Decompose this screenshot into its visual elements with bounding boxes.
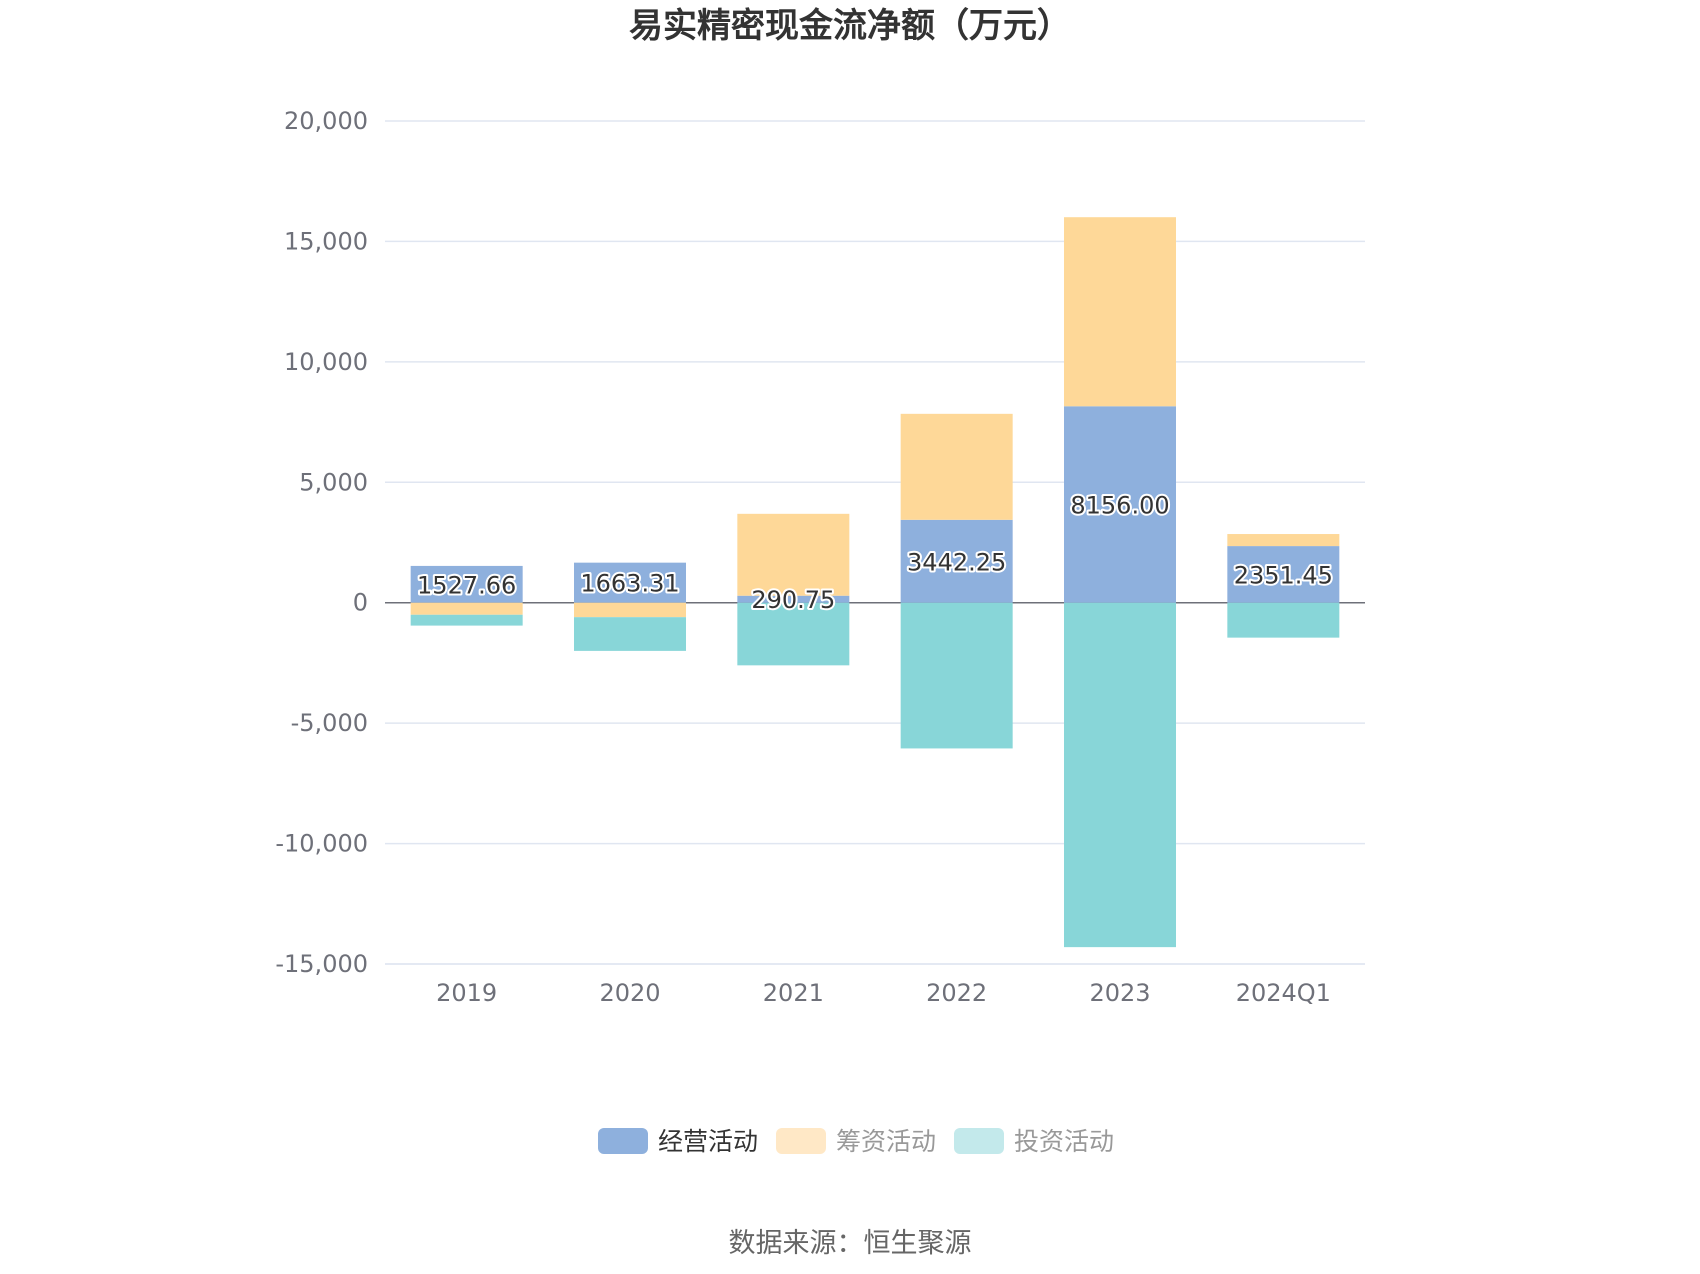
data-label: 290.75 xyxy=(751,586,835,614)
legend-item-投资活动[interactable]: 投资活动 xyxy=(954,1127,1114,1156)
legend-label: 经营活动 xyxy=(658,1127,758,1156)
y-tick-label: -10,000 xyxy=(275,830,368,858)
bar-筹资活动-2024Q1[interactable] xyxy=(1227,534,1340,547)
y-tick-label: 15,000 xyxy=(284,227,368,255)
data-label: 1663.31 xyxy=(580,570,679,598)
bar-经营活动-2019[interactable] xyxy=(410,565,523,603)
data-label: 1527.66 xyxy=(417,571,516,599)
legend[interactable]: 经营活动 筹资活动 投资活动 xyxy=(598,1127,1114,1156)
y-tick-label: 10,000 xyxy=(284,348,368,376)
bar-筹资活动-2020[interactable] xyxy=(574,602,686,618)
grid-lines: 20,000 15,000 10,000 5,000 0 -5,000 -10,000 -15… xyxy=(275,107,1365,978)
bar-经营活动-2022[interactable] xyxy=(900,519,1013,603)
data-label: 3442.25 xyxy=(907,548,1006,576)
x-axis: 2019 2020 2021 2022 2023 2024Q1 xyxy=(385,963,1365,1007)
bar-筹资活动-2019[interactable] xyxy=(410,602,523,615)
data-label: 8156.00 xyxy=(1070,491,1169,519)
legend-swatch xyxy=(776,1128,826,1154)
bar-筹资活动-2021[interactable] xyxy=(737,513,850,596)
bar-经营活动-2024Q1[interactable] xyxy=(1227,546,1340,603)
bar-筹资活动-2022[interactable] xyxy=(900,413,1013,520)
x-tick-label: 2021 xyxy=(763,979,824,1007)
bar-投资活动-2020[interactable] xyxy=(574,617,686,651)
legend-swatch xyxy=(954,1128,1004,1154)
x-tick-label: 2020 xyxy=(599,979,660,1007)
bar-筹资活动-2023[interactable] xyxy=(1064,217,1176,407)
legend-label: 投资活动 xyxy=(1014,1127,1114,1156)
data-label: 2351.45 xyxy=(1234,561,1333,589)
y-tick-label: 0 xyxy=(353,589,368,617)
x-tick-label: 2024Q1 xyxy=(1236,979,1331,1007)
y-tick-label: 20,000 xyxy=(284,107,368,135)
y-tick-label: 5,000 xyxy=(299,468,368,496)
bar-经营活动-2020[interactable] xyxy=(574,562,686,603)
x-tick-label: 2022 xyxy=(926,979,987,1007)
bar-投资活动-2021[interactable] xyxy=(737,602,850,666)
bar-投资活动-2024Q1[interactable] xyxy=(1227,602,1340,638)
legend-swatch xyxy=(598,1128,648,1154)
y-tick-label: -15,000 xyxy=(275,950,368,978)
legend-label: 筹资活动 xyxy=(836,1127,936,1156)
chart-title: 易实精密现金流净额（万元） xyxy=(629,6,1071,46)
data-source: 数据来源：恒生聚源 xyxy=(729,1228,972,1259)
bars xyxy=(410,217,1340,948)
data-labels: 1527.66 1663.31 290.75 3442.25 8156.00 2351.4… xyxy=(415,489,1335,616)
y-tick-label: -5,000 xyxy=(291,709,368,737)
bar-投资活动-2022[interactable] xyxy=(900,602,1013,749)
legend-item-经营活动[interactable]: 经营活动 xyxy=(598,1127,758,1156)
bar-投资活动-2023[interactable] xyxy=(1064,602,1176,948)
bar-投资活动-2019[interactable] xyxy=(410,614,523,626)
x-tick-label: 2019 xyxy=(436,979,497,1007)
bar-经营活动-2023[interactable] xyxy=(1064,406,1176,603)
legend-item-筹资活动[interactable]: 筹资活动 xyxy=(776,1127,936,1156)
bar-经营活动-2021[interactable] xyxy=(737,595,850,603)
x-tick-label: 2023 xyxy=(1089,979,1150,1007)
